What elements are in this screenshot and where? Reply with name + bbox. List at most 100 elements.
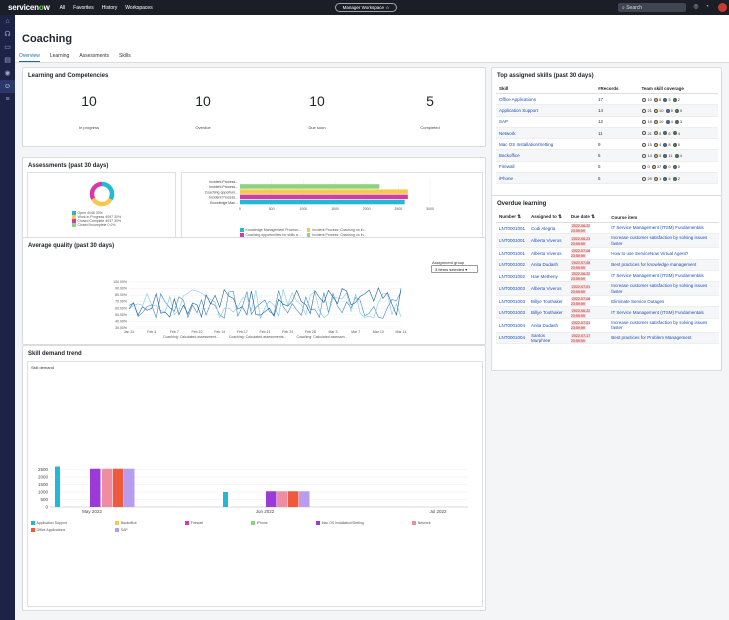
assigned-link[interactable]: Hae Metheny [528, 270, 568, 283]
kpi-completed[interactable]: 5 Completed [420, 93, 440, 130]
bell-icon[interactable]: ◔ [705, 4, 709, 10]
number-link[interactable]: LNT0001003 [496, 295, 529, 308]
table-row[interactable]: LNT0001003 Alberta Viveros 2022-07-01 23:5… [496, 281, 719, 297]
search-input[interactable]: ⌕ Search [618, 3, 686, 12]
assignment-group-select[interactable]: 3 Items selected ▾ [431, 265, 478, 273]
tab-overview[interactable]: Overview [19, 53, 40, 62]
table-row[interactable]: Mac OS Installation/Setting 9 15 4 8 0 [496, 138, 718, 151]
course-link[interactable]: Best practices for knowledge management [608, 259, 719, 271]
number-link[interactable]: LNT0001001 [496, 222, 529, 235]
col-skill[interactable]: Skill [496, 84, 595, 94]
table-row[interactable]: LNT0001004 Santos Murphree 2022-07-17 23:5… [496, 332, 719, 345]
assigned-link[interactable]: Billye Toothaker [528, 295, 568, 308]
home-icon[interactable]: ⌂ [5, 18, 10, 25]
table-row[interactable]: Application Support 14 21 10 5 0 [496, 104, 718, 117]
skill-link[interactable]: Application Support [496, 104, 595, 117]
table-row[interactable]: Network 11 21 5 6 4 [496, 127, 718, 140]
bar-legend-1[interactable]: Incident Process: Coaching on in... [306, 228, 366, 232]
nav-all[interactable]: All [59, 4, 66, 11]
skill-legend-0[interactable]: Application Support [31, 521, 107, 525]
col-records[interactable]: #Records [594, 84, 639, 94]
table-row[interactable]: iPhone 5 29 1 4 2 [496, 172, 718, 185]
course-link[interactable]: Increase customer satisfaction by solvin… [608, 233, 719, 249]
skill-legend-5[interactable]: Network [412, 521, 471, 525]
table-row[interactable]: SAP 12 18 10 4 3 [496, 116, 718, 128]
table-row[interactable]: LNT0001002 Hae Metheny 2022-06-22 23:59:59… [496, 270, 719, 283]
bar-legend-2[interactable]: Coaching opportunities for skills a... [240, 233, 301, 237]
number-link[interactable]: LNT0001002 [496, 259, 529, 271]
skill-legend-2[interactable]: Firewall [185, 521, 243, 525]
skill-legend-3[interactable]: iPhone [251, 521, 308, 525]
number-link[interactable]: LNT0001002 [496, 270, 529, 283]
legend-wip[interactable]: Work in Progress 4097 30% [72, 215, 121, 219]
col-coverage[interactable]: Team skill coverage [638, 84, 718, 94]
col-number[interactable]: Number ⇅ [496, 212, 529, 223]
course-link[interactable]: IT Service Management (ITSM) Fundamental… [608, 306, 719, 319]
headset-icon[interactable]: ☊ [4, 31, 11, 38]
table-row[interactable]: LNT0001001 Codi Alegria 2022-06-22 23:59:5… [496, 222, 719, 235]
kpi-overdue[interactable]: 10 Overdue [195, 93, 211, 130]
skill-legend-7[interactable]: SAP [115, 528, 177, 532]
skill-link[interactable]: Network [496, 127, 595, 140]
legend-open[interactable]: Open 4046 30% [72, 211, 121, 215]
servicenow-logo[interactable]: servicenow [8, 3, 50, 12]
coaching-icon[interactable]: ☺ [0, 80, 15, 93]
col-course[interactable]: Course item [608, 212, 719, 223]
number-link[interactable]: LNT0001004 [496, 318, 529, 333]
course-link[interactable]: IT Service Management (ITSM) Fundamental… [608, 222, 719, 235]
number-link[interactable]: LNT0001003 [496, 306, 529, 319]
skill-legend-1[interactable]: Backoffice [115, 521, 177, 525]
skill-link[interactable]: Mac OS Installation/Setting [496, 138, 595, 151]
course-link[interactable]: Increase customer satisfaction by solvin… [608, 281, 719, 297]
skill-link[interactable]: iPhone [496, 172, 595, 185]
assigned-link[interactable]: Anita Dudash [528, 318, 568, 333]
workspace-selector[interactable]: Manager Workspace ☆ [335, 3, 397, 12]
quality-legend-0[interactable]: Coaching: Calculated assessment... [163, 335, 219, 339]
tab-skills[interactable]: Skills [119, 53, 131, 59]
table-row[interactable]: LNT0001003 Billye Toothaker 2022-06-22 23:… [496, 306, 719, 319]
nav-workspaces[interactable]: Workspaces [125, 4, 153, 11]
table-row[interactable]: LNT0001004 Anita Dudash 2022-07-01 23:59:5… [496, 318, 719, 333]
quality-legend-2[interactable]: Coaching: Calculated assessm... [296, 335, 348, 339]
col-due[interactable]: Due date ⇅ [567, 212, 609, 223]
assigned-link[interactable]: Billye Toothaker [528, 306, 568, 319]
clipboard-icon[interactable]: ▤ [4, 57, 11, 64]
assigned-link[interactable]: Alberta Viveros [528, 281, 568, 297]
nav-history[interactable]: History [101, 4, 118, 11]
skill-link[interactable]: Office Applications [496, 93, 595, 106]
table-row[interactable]: Office Applications 17 10 8 5 2 [496, 93, 718, 106]
skill-link[interactable]: Firewall [496, 161, 595, 174]
user-avatar[interactable] [718, 3, 727, 12]
table-row[interactable]: LNT0001002 Anita Dudash 2022-07-08 23:59:5… [496, 259, 719, 271]
table-row[interactable]: LNT0001001 Alberta Viveros 2022-06-23 23:5… [496, 233, 719, 249]
assigned-link[interactable]: Anita Dudash [528, 259, 568, 271]
course-link[interactable]: Increase customer satisfaction by solvin… [608, 318, 719, 333]
legend-closed-incomplete[interactable]: Closed Incomplete 0 0% [72, 223, 121, 227]
globe-icon[interactable]: ◎ [693, 4, 699, 10]
assigned-link[interactable]: Alberta Viveros [528, 247, 568, 260]
legend-closed-complete[interactable]: Closed Complete 4037 30% [72, 219, 121, 223]
assigned-link[interactable]: Alberta Viveros [528, 233, 568, 249]
skill-legend-4[interactable]: Mac OS Installation/Setting [316, 521, 404, 525]
table-row[interactable]: LNT0001003 Billye Toothaker 2022-07-08 23:… [496, 295, 719, 308]
list-icon[interactable]: ≡ [5, 96, 10, 103]
number-link[interactable]: LNT0001001 [496, 247, 529, 260]
number-link[interactable]: LNT0001003 [496, 281, 529, 297]
tab-assessments[interactable]: Assessments [79, 53, 110, 59]
nav-favorites[interactable]: Favorites [73, 4, 94, 11]
skill-link[interactable]: Backoffice [496, 149, 595, 162]
course-link[interactable]: How to use ServiceNow Virtual Agent? [608, 247, 719, 260]
col-assigned[interactable]: Assigned to ⇅ [528, 212, 568, 223]
eye-icon[interactable]: ◉ [4, 70, 11, 77]
quality-legend-1[interactable]: Coaching: Calculated assessments... [228, 335, 287, 339]
tab-learning[interactable]: Learning [49, 53, 70, 59]
skill-legend-6[interactable]: Office Applications [31, 528, 107, 532]
course-link[interactable]: IT Service Management (ITSM) Fundamental… [608, 270, 719, 283]
kpi-due-soon[interactable]: 10 Due soon [308, 93, 326, 130]
number-link[interactable]: LNT0001001 [496, 233, 529, 249]
kpi-in-progress[interactable]: 10 In progress [78, 93, 99, 130]
assigned-link[interactable]: Codi Alegria [528, 222, 568, 235]
number-link[interactable]: LNT0001004 [496, 332, 529, 345]
table-row[interactable]: LNT0001001 Alberta Viveros 2022-07-08 23:5… [496, 247, 719, 260]
course-link[interactable]: Eliminate Service Outages [608, 295, 719, 308]
